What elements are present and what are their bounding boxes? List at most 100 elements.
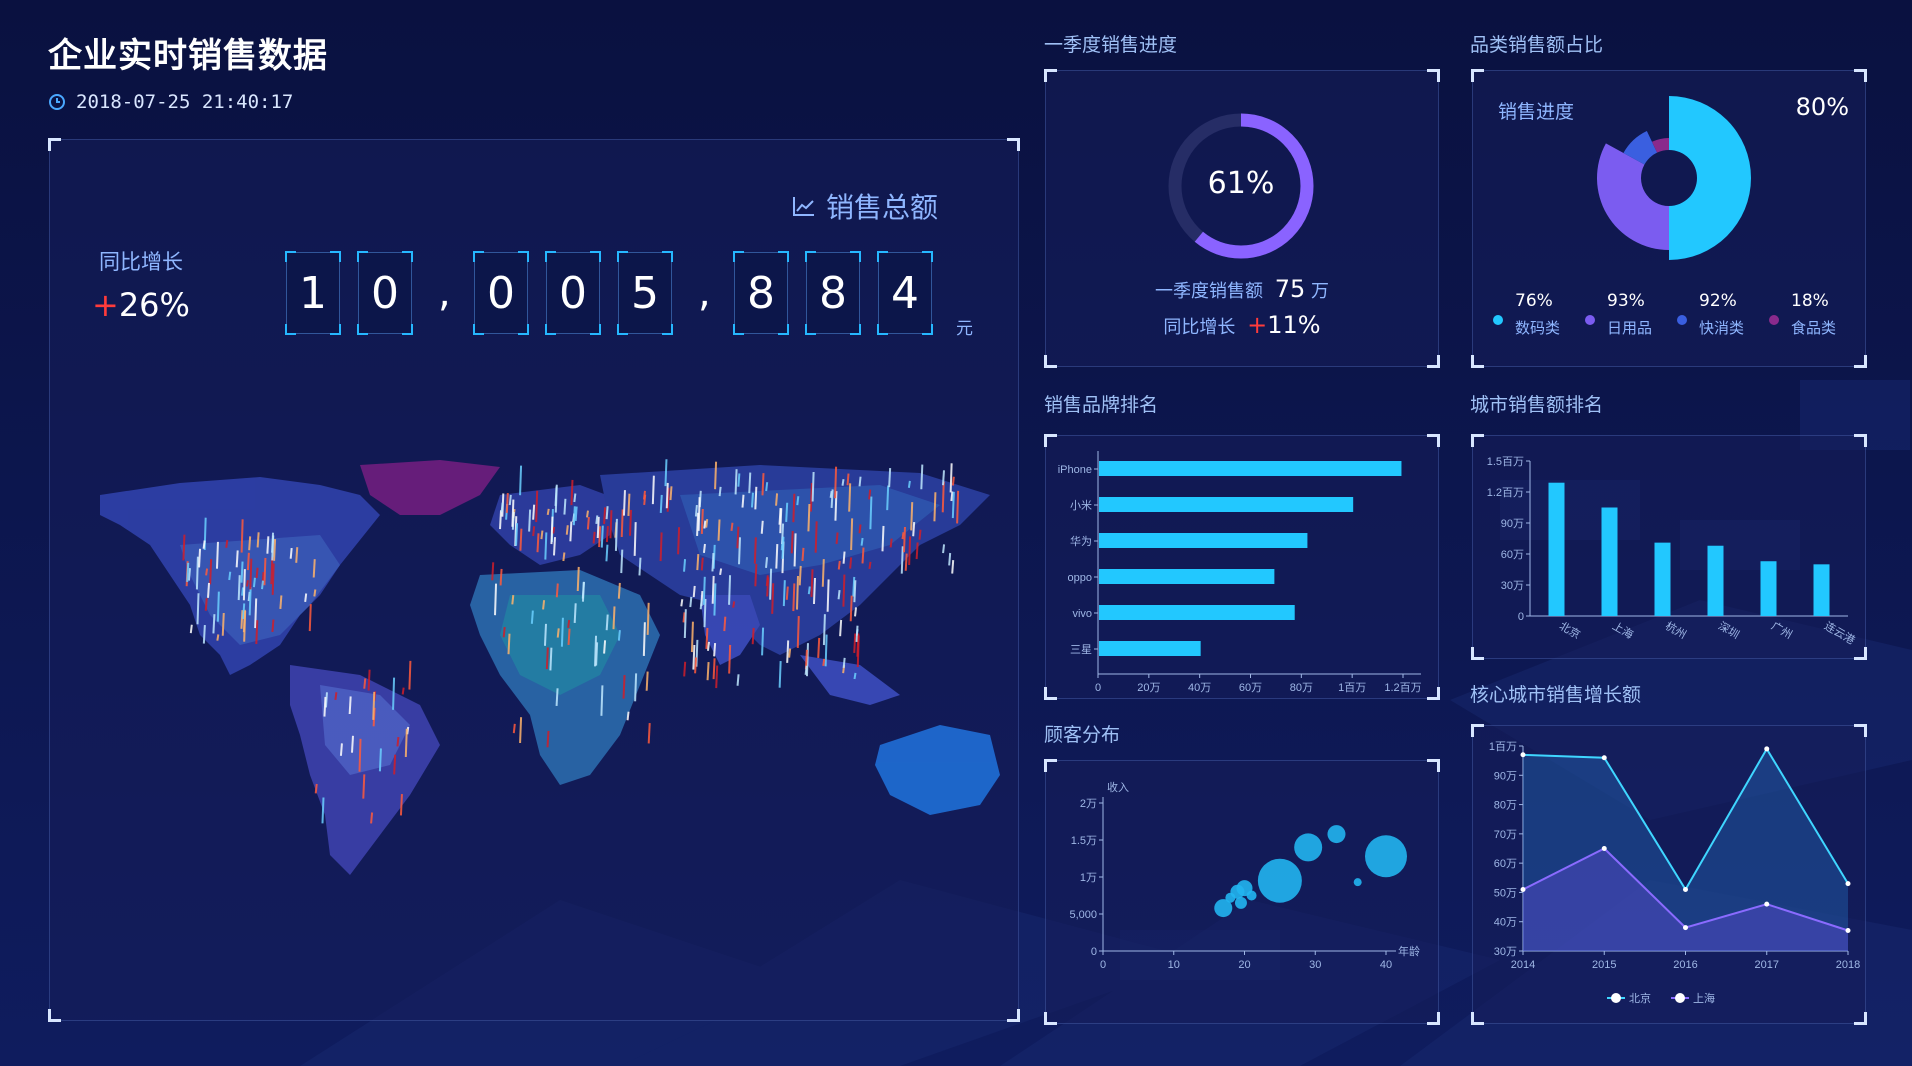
map-spike	[204, 598, 208, 611]
map-spike	[350, 735, 354, 753]
map-spike	[702, 543, 706, 554]
map-spike	[256, 532, 260, 548]
map-spike	[186, 562, 190, 582]
yoy-plus-sign: +	[92, 286, 119, 324]
q1-progress-arc	[1168, 113, 1314, 259]
map-spike	[261, 580, 265, 590]
brand-title: 销售品牌排名	[1044, 394, 1159, 416]
map-spike	[627, 493, 631, 517]
scatter-ytick: 0	[1091, 946, 1097, 958]
map-spike	[719, 568, 723, 576]
map-spike	[696, 553, 700, 571]
map-spike	[781, 536, 785, 559]
map-spike	[737, 473, 741, 487]
map-spike	[308, 604, 312, 632]
city-label: 杭州	[1663, 618, 1689, 641]
map-spike	[594, 635, 598, 667]
map-spike	[252, 577, 256, 588]
map-spike	[240, 519, 244, 553]
map-spike	[245, 580, 249, 587]
map-spike	[723, 616, 727, 632]
category-title: 品类销售额占比	[1470, 34, 1604, 56]
q1-percent: 61%	[1207, 166, 1275, 201]
map-spike	[255, 620, 259, 645]
map-spike	[545, 647, 549, 670]
map-spike	[570, 479, 574, 506]
city-bar	[1548, 482, 1565, 616]
map-spike	[339, 743, 343, 756]
brand-label: 小米	[1070, 499, 1092, 512]
q1-donut-chart	[1168, 113, 1314, 259]
category-panel: 销售进度 80% 76% 数码类 93% 日用品 92% 快消类 18% 食品类	[1471, 69, 1867, 368]
map-spike	[769, 568, 773, 600]
map-spike	[511, 595, 515, 605]
map-spike	[198, 548, 202, 568]
map-spike	[785, 586, 789, 600]
page-title: 企业实时销售数据	[48, 36, 328, 76]
map-spike	[664, 459, 668, 487]
growth-ytick: 30万	[1494, 946, 1517, 958]
map-spike	[617, 630, 621, 641]
map-spike	[700, 508, 704, 534]
scatter-xtick: 20	[1238, 959, 1250, 971]
map-spike	[372, 691, 376, 720]
q1-panel: 61% 一季度销售额 75 万 同比增长 +11%	[1044, 69, 1440, 368]
brand-label: vivo	[1072, 608, 1092, 620]
map-spike	[182, 534, 186, 561]
map-data-spikes	[182, 459, 960, 824]
digit-box: 5	[617, 251, 673, 335]
map-spike	[535, 490, 539, 523]
map-spike	[408, 660, 412, 690]
map-spike	[576, 566, 580, 592]
scatter-xtick: 40	[1380, 959, 1392, 971]
map-spike	[682, 612, 686, 623]
map-spike	[528, 509, 532, 532]
category-pct: 18%	[1791, 291, 1829, 311]
legend-dot-icon	[1677, 315, 1687, 325]
map-spike	[830, 489, 834, 508]
map-spike	[734, 469, 738, 495]
map-spike	[401, 687, 405, 695]
map-spike	[821, 559, 825, 587]
map-spike	[736, 674, 740, 686]
map-spike	[249, 558, 253, 590]
digit-box: 1	[285, 251, 341, 335]
digit-value: 0	[487, 267, 515, 319]
map-spike	[817, 637, 821, 659]
map-spike	[544, 532, 548, 560]
growth-point	[1845, 928, 1851, 933]
map-spike	[711, 553, 715, 572]
map-spike	[314, 783, 318, 794]
map-spike	[918, 529, 922, 540]
map-spike	[554, 484, 558, 513]
map-spike	[760, 520, 764, 534]
map-spike	[324, 692, 328, 708]
map-spike	[907, 480, 911, 488]
map-spike	[778, 661, 782, 688]
map-spike	[271, 619, 275, 633]
map-spike	[348, 696, 352, 715]
digit-value: 4	[891, 267, 919, 319]
map-spike	[683, 661, 687, 677]
map-spike	[659, 532, 663, 562]
map-spike	[562, 552, 566, 562]
map-spike	[209, 559, 213, 585]
map-spike	[889, 538, 893, 548]
map-spike	[669, 486, 673, 501]
clock-icon	[49, 94, 65, 110]
map-spike	[552, 526, 556, 534]
map-spike	[829, 490, 833, 498]
map-spike	[633, 522, 637, 556]
map-spike	[941, 470, 945, 486]
map-spike	[837, 560, 841, 570]
yoy-value: +26%	[92, 286, 190, 324]
map-spike	[567, 628, 571, 645]
category-slice-2	[1623, 130, 1658, 165]
world-map	[100, 459, 1000, 875]
category-legend-item: 92% 快消类	[1677, 291, 1769, 351]
scatter-ylabel: 收入	[1107, 780, 1129, 794]
map-spike	[605, 525, 609, 543]
category-name: 食品类	[1791, 319, 1837, 337]
growth-xtick: 2014	[1511, 959, 1535, 971]
digit-value: 8	[819, 267, 847, 319]
